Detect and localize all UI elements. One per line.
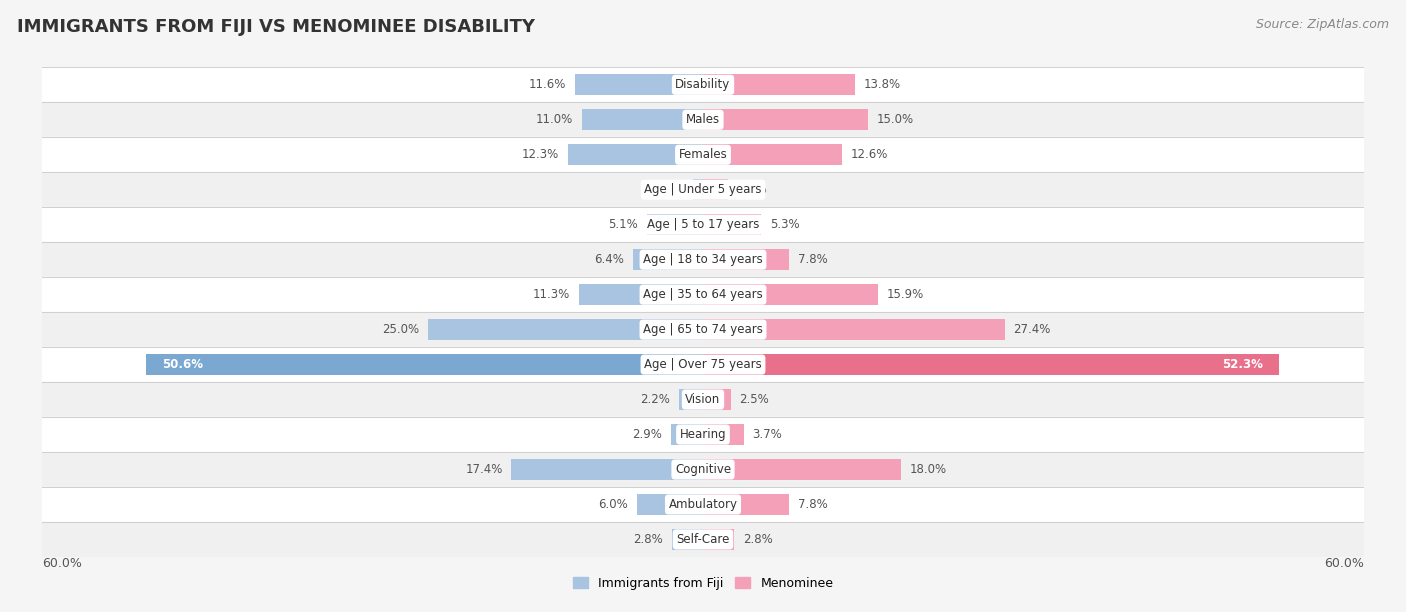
Text: Cognitive: Cognitive	[675, 463, 731, 476]
Bar	[42, 207, 1364, 242]
Bar	[42, 522, 1364, 557]
Bar	[703, 179, 728, 200]
Bar	[582, 110, 703, 130]
Bar	[575, 74, 703, 95]
Text: Source: ZipAtlas.com: Source: ZipAtlas.com	[1256, 18, 1389, 31]
Text: Vision: Vision	[685, 393, 721, 406]
Bar	[703, 424, 744, 445]
Text: 25.0%: 25.0%	[381, 323, 419, 336]
Bar	[703, 354, 1279, 375]
Text: Females: Females	[679, 148, 727, 161]
Bar	[146, 354, 703, 375]
Bar	[703, 144, 842, 165]
Text: 2.3%: 2.3%	[737, 183, 766, 196]
Bar	[42, 487, 1364, 522]
Bar	[703, 214, 762, 235]
Text: 12.3%: 12.3%	[522, 148, 558, 161]
Bar	[42, 277, 1364, 312]
Text: 6.0%: 6.0%	[599, 498, 628, 511]
Text: Disability: Disability	[675, 78, 731, 91]
Bar	[672, 529, 703, 550]
Bar	[512, 459, 703, 480]
Bar	[578, 284, 703, 305]
Bar	[679, 389, 703, 410]
Text: 6.4%: 6.4%	[593, 253, 624, 266]
Text: Age | 65 to 74 years: Age | 65 to 74 years	[643, 323, 763, 336]
Text: 27.4%: 27.4%	[1014, 323, 1050, 336]
Bar	[42, 242, 1364, 277]
Text: 2.9%: 2.9%	[633, 428, 662, 441]
Bar	[671, 424, 703, 445]
Bar	[637, 494, 703, 515]
Text: 52.3%: 52.3%	[1222, 358, 1263, 371]
Text: Age | 35 to 64 years: Age | 35 to 64 years	[643, 288, 763, 301]
Text: 60.0%: 60.0%	[42, 557, 82, 570]
Text: 15.9%: 15.9%	[887, 288, 924, 301]
Text: 11.0%: 11.0%	[536, 113, 574, 126]
Text: Self-Care: Self-Care	[676, 533, 730, 546]
Bar	[703, 249, 789, 270]
Bar	[633, 249, 703, 270]
Bar	[703, 284, 879, 305]
Bar	[703, 529, 734, 550]
Bar	[42, 347, 1364, 382]
Text: 18.0%: 18.0%	[910, 463, 948, 476]
Bar	[42, 417, 1364, 452]
Text: 5.3%: 5.3%	[770, 218, 800, 231]
Bar	[42, 382, 1364, 417]
Bar	[42, 102, 1364, 137]
Text: 60.0%: 60.0%	[1324, 557, 1364, 570]
Text: 0.92%: 0.92%	[647, 183, 685, 196]
Text: Age | Under 5 years: Age | Under 5 years	[644, 183, 762, 196]
Text: 5.1%: 5.1%	[609, 218, 638, 231]
Text: Males: Males	[686, 113, 720, 126]
Bar	[703, 110, 868, 130]
Text: 13.8%: 13.8%	[863, 78, 901, 91]
Text: 12.6%: 12.6%	[851, 148, 889, 161]
Text: 17.4%: 17.4%	[465, 463, 502, 476]
Bar	[703, 494, 789, 515]
Text: 7.8%: 7.8%	[797, 253, 828, 266]
Bar	[568, 144, 703, 165]
Bar	[703, 459, 901, 480]
Text: Age | Over 75 years: Age | Over 75 years	[644, 358, 762, 371]
Text: Age | 18 to 34 years: Age | 18 to 34 years	[643, 253, 763, 266]
Text: 11.3%: 11.3%	[533, 288, 569, 301]
Bar	[693, 179, 703, 200]
Bar	[703, 74, 855, 95]
Text: 7.8%: 7.8%	[797, 498, 828, 511]
Text: Age | 5 to 17 years: Age | 5 to 17 years	[647, 218, 759, 231]
Bar	[42, 452, 1364, 487]
Bar	[42, 172, 1364, 207]
Text: 2.5%: 2.5%	[740, 393, 769, 406]
Text: 2.8%: 2.8%	[742, 533, 772, 546]
Legend: Immigrants from Fiji, Menominee: Immigrants from Fiji, Menominee	[568, 572, 838, 595]
Text: Hearing: Hearing	[679, 428, 727, 441]
Text: 15.0%: 15.0%	[877, 113, 914, 126]
Text: 2.2%: 2.2%	[640, 393, 669, 406]
Bar	[647, 214, 703, 235]
Bar	[703, 319, 1005, 340]
Text: Ambulatory: Ambulatory	[668, 498, 738, 511]
Bar	[42, 312, 1364, 347]
Text: 11.6%: 11.6%	[529, 78, 567, 91]
Text: 3.7%: 3.7%	[752, 428, 782, 441]
Bar	[42, 137, 1364, 172]
Text: 2.8%: 2.8%	[634, 533, 664, 546]
Bar	[42, 67, 1364, 102]
Bar	[703, 389, 731, 410]
Text: 50.6%: 50.6%	[162, 358, 204, 371]
Text: IMMIGRANTS FROM FIJI VS MENOMINEE DISABILITY: IMMIGRANTS FROM FIJI VS MENOMINEE DISABI…	[17, 18, 534, 36]
Bar	[427, 319, 703, 340]
